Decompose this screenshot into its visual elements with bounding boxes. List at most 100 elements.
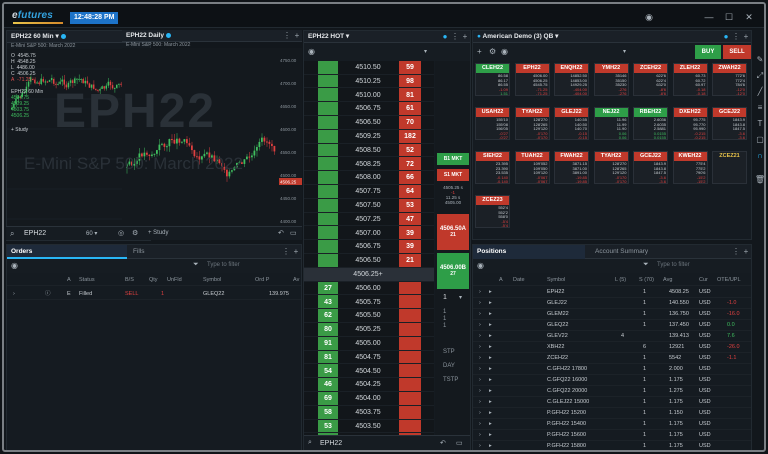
- dom-row[interactable]: 4508.50 52: [304, 144, 434, 158]
- col-avg[interactable]: Avg: [663, 277, 673, 283]
- dom-row[interactable]: 4509.25 182: [304, 130, 434, 144]
- price-level[interactable]: 4504.50: [355, 367, 381, 375]
- undo-icon[interactable]: ↶: [278, 230, 284, 237]
- ask-size[interactable]: 39: [406, 229, 414, 237]
- quote-tile[interactable]: KWEH22 775'4 775'2 790'6 -15'2 -15'2: [672, 151, 708, 184]
- settings-icon[interactable]: ⚙: [489, 47, 497, 56]
- add-panel-icon[interactable]: +: [743, 32, 749, 41]
- dom-row[interactable]: 43 4505.75: [304, 296, 434, 310]
- table-row[interactable]: › ▸ P.GFH22 15200 1 1.150 USD: [473, 408, 751, 419]
- col-symbol[interactable]: Symbol: [203, 277, 222, 283]
- bid-size[interactable]: [318, 185, 338, 199]
- table-row[interactable]: › ⓘ E Filled SELL 1 GLEQ22 139.975: [7, 289, 301, 300]
- expand-chevron-icon[interactable]: ›: [479, 366, 481, 372]
- text-icon[interactable]: T: [757, 119, 763, 128]
- price-level[interactable]: 4509.25: [355, 133, 381, 140]
- orders-filter-input[interactable]: Type to filter: [207, 262, 240, 268]
- dom-row[interactable]: 91 4505.00: [304, 337, 434, 351]
- quote-tile[interactable]: YMH22 35146 35150 35230 -276 -276: [593, 63, 629, 96]
- table-row[interactable]: › ▸ P.GFH22 15600 1 1.175 USD: [473, 430, 751, 441]
- globe-icon[interactable]: ◉: [308, 47, 315, 56]
- expand-chevron-icon[interactable]: ›: [479, 443, 481, 449]
- quantity-field[interactable]: 1: [443, 294, 447, 301]
- col-symbol[interactable]: Symbol: [547, 277, 566, 283]
- expand-chevron-icon[interactable]: ›: [479, 311, 481, 317]
- table-row[interactable]: › ▸ C.GLEJ22 15000 1 1.175 USD: [473, 397, 751, 408]
- add-icon[interactable]: +: [477, 47, 482, 56]
- panel-more-icon[interactable]: ⋮: [732, 247, 740, 256]
- price-level[interactable]: 4505.50: [355, 312, 381, 320]
- row-caret-icon[interactable]: ▸: [489, 443, 492, 449]
- ask-size[interactable]: 52: [406, 146, 414, 154]
- col-ote[interactable]: OTE/UPL: [717, 277, 741, 283]
- price-level[interactable]: 4506.50: [355, 257, 381, 265]
- buy-market-button[interactable]: B1 MKT: [437, 153, 469, 165]
- row-caret-icon[interactable]: ▸: [489, 355, 492, 361]
- ask-size[interactable]: 59: [406, 64, 414, 71]
- ask-size[interactable]: 64: [406, 188, 414, 196]
- ask-size[interactable]: 47: [406, 215, 414, 223]
- buy-button[interactable]: BUY: [695, 45, 721, 59]
- link-dot-icon[interactable]: ●: [442, 32, 448, 41]
- row-caret-icon[interactable]: ▸: [489, 421, 492, 427]
- col-av[interactable]: Av: [293, 277, 300, 283]
- bid-size[interactable]: [318, 171, 338, 185]
- ask-size[interactable]: [399, 268, 421, 282]
- col-a[interactable]: A: [67, 277, 71, 283]
- expand-chevron-icon[interactable]: ›: [479, 399, 481, 405]
- row-caret-icon[interactable]: ▸: [489, 366, 492, 372]
- price-level[interactable]: 4505.25: [355, 326, 381, 334]
- buy-limit-button[interactable]: 4506.00B 27: [437, 253, 469, 289]
- dom-row[interactable]: 4506.75 39: [304, 240, 434, 254]
- quote-tile[interactable]: ENQH22 14852.50 14853.00 14929.25 -404.00 -40…: [554, 63, 589, 96]
- ask-size[interactable]: [399, 351, 421, 365]
- quote-tile[interactable]: ZCEZ21: [712, 151, 747, 184]
- col-currency[interactable]: Cur: [699, 277, 708, 283]
- expand-chevron-icon[interactable]: ›: [479, 355, 481, 361]
- ask-size[interactable]: 61: [406, 105, 414, 113]
- col-a[interactable]: A: [499, 277, 503, 283]
- row-caret-icon[interactable]: ▸: [489, 311, 492, 317]
- resize-icon[interactable]: ⤢: [756, 71, 764, 80]
- row-caret-icon[interactable]: ▸: [489, 300, 492, 306]
- dom-row[interactable]: 4506.50 21: [304, 254, 434, 268]
- eye-icon[interactable]: ◎: [118, 230, 125, 237]
- sell-market-button[interactable]: S1 MKT: [437, 169, 469, 181]
- bid-size[interactable]: [318, 89, 338, 103]
- bid-size[interactable]: [318, 75, 338, 89]
- bid-size[interactable]: 53: [324, 422, 332, 430]
- col-unfld[interactable]: UnFld: [167, 277, 182, 283]
- quote-tile[interactable]: TYAH22 128'270 128'265 129'120 -0'170 -0'170: [593, 151, 629, 184]
- expand-chevron-icon[interactable]: ›: [479, 432, 481, 438]
- row-caret-icon[interactable]: ▸: [489, 377, 492, 383]
- quote-tile[interactable]: TYAH22 128'270 128'265 129'120 -0'170 -0'170: [514, 107, 550, 140]
- bid-size[interactable]: 43: [324, 298, 332, 306]
- quote-tile[interactable]: TUAH22 109'052 109'050 109'120 -0'067 -0'067: [514, 151, 550, 184]
- table-row[interactable]: › ▸ ZCEH22 1 5542 USD -1.1: [473, 353, 751, 364]
- quote-tile[interactable]: GCEJ22 1843.9 1843.8 1847.5 -3.6 -3.6: [712, 107, 747, 140]
- row-caret-icon[interactable]: ▸: [489, 399, 492, 405]
- undo-icon[interactable]: ↶: [440, 440, 446, 447]
- bid-size[interactable]: 27: [324, 284, 332, 292]
- dom-row[interactable]: 4506.25+: [304, 268, 434, 282]
- panel-more-icon[interactable]: ⋮: [283, 31, 291, 40]
- dom-row[interactable]: 4506.50 70: [304, 116, 434, 130]
- qb-dropdown[interactable]: ▾: [623, 49, 627, 55]
- ask-size[interactable]: [399, 282, 421, 296]
- ask-size[interactable]: [399, 392, 421, 406]
- price-level[interactable]: 4504.75: [355, 353, 381, 361]
- globe-icon[interactable]: ◉: [11, 261, 18, 270]
- quote-tile[interactable]: NEJ22 11.96 11.99 11.90 0.06 0.06: [593, 107, 629, 140]
- dom-row[interactable]: 58 4503.75: [304, 406, 434, 420]
- ask-size[interactable]: 81: [406, 91, 414, 99]
- table-row[interactable]: › ▸ EPH22 1 4508.25 USD: [473, 287, 751, 298]
- add-study-link[interactable]: + Study: [11, 127, 29, 133]
- price-level[interactable]: 4506.25+: [353, 271, 383, 278]
- square-icon[interactable]: ▢: [756, 135, 764, 144]
- expand-chevron-icon[interactable]: ›: [479, 388, 481, 394]
- dom-row[interactable]: 4507.50 53: [304, 199, 434, 213]
- minimize-icon[interactable]: —: [704, 12, 714, 22]
- ask-size[interactable]: 66: [406, 174, 414, 182]
- price-level[interactable]: 4503.75: [355, 409, 381, 416]
- bid-size[interactable]: [318, 240, 338, 254]
